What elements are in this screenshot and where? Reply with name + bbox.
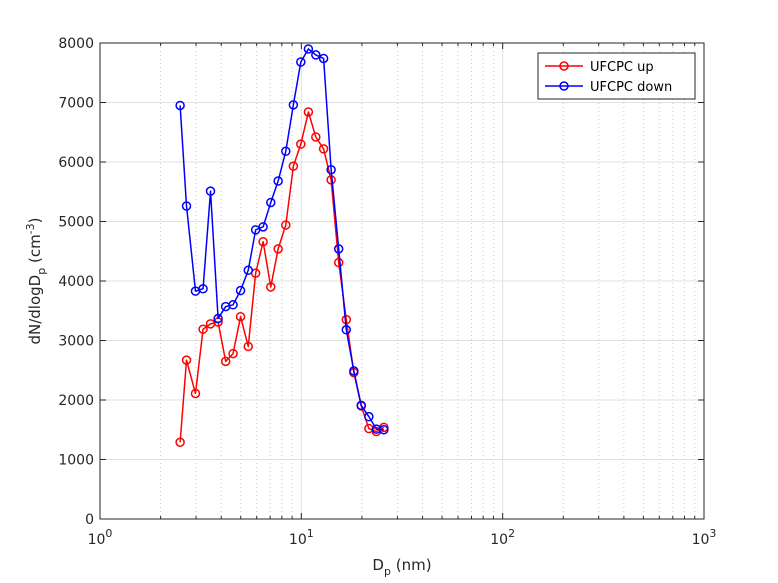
- data-point-down: [181, 201, 192, 211]
- data-point-down: [243, 265, 254, 276]
- data-point-up: [235, 311, 246, 322]
- data-point-down: [296, 57, 306, 67]
- series-layer: [175, 44, 389, 447]
- y-tick-label: 2000: [58, 393, 94, 409]
- data-point-down: [198, 283, 208, 294]
- data-point-down: [258, 222, 268, 232]
- data-point-up: [220, 356, 231, 367]
- tick-labels: 100 101 102 103 0 1000 2000 3000 4000 5000 6000 700…: [58, 36, 716, 548]
- data-point-down: [341, 325, 352, 335]
- data-point-down: [379, 425, 389, 435]
- data-point-up: [266, 282, 276, 292]
- data-point-down: [175, 100, 185, 111]
- data-point-down: [205, 186, 216, 196]
- data-point-down: [349, 366, 359, 376]
- legend-marker-down: [559, 81, 569, 91]
- y-tick-label: 0: [85, 512, 94, 528]
- legend: UFCPC up UFCPC down: [537, 52, 696, 100]
- data-point-down: [288, 100, 299, 110]
- data-point-up: [296, 139, 306, 149]
- data-point-up: [288, 161, 299, 171]
- series-down: [175, 44, 389, 435]
- y-tick-label: 6000: [58, 155, 94, 171]
- data-point-down: [213, 313, 223, 324]
- y-tick-label: 5000: [58, 215, 94, 231]
- data-point-up: [243, 341, 254, 352]
- ticks: [99, 42, 705, 520]
- x-tick-label: 103: [692, 527, 717, 548]
- data-point-down: [364, 411, 374, 422]
- data-point-up: [190, 388, 201, 399]
- data-point-up: [181, 355, 192, 365]
- data-point-up: [333, 257, 344, 268]
- x-tick-label: 102: [490, 527, 515, 548]
- y-axis-label: dN/dlogDp (cm-3): [24, 217, 48, 344]
- data-point-up: [175, 437, 185, 447]
- data-point-down: [273, 176, 283, 186]
- x-axis-label: Dp (nm): [372, 556, 431, 578]
- x-tick-label: 101: [289, 527, 314, 548]
- data-point-up: [258, 236, 268, 247]
- data-point-up: [311, 132, 321, 142]
- legend-marker-up: [559, 61, 569, 71]
- data-point-down: [311, 50, 321, 60]
- y-tick-label: 7000: [58, 96, 94, 112]
- data-point-up: [281, 220, 291, 230]
- data-point-down: [281, 146, 291, 157]
- data-point-up: [303, 107, 314, 117]
- data-point-up: [273, 244, 283, 254]
- legend-box: [537, 52, 696, 100]
- data-point-up: [198, 324, 208, 334]
- data-point-up: [318, 144, 329, 154]
- data-point-down: [266, 197, 276, 208]
- legend-label-down: UFCPC down: [590, 80, 672, 95]
- x-tick-label: 100: [88, 527, 113, 548]
- y-tick-label: 4000: [58, 274, 94, 290]
- series-line-down: [179, 48, 384, 431]
- legend-label-up: UFCPC up: [590, 60, 654, 75]
- y-tick-label: 1000: [58, 453, 94, 469]
- data-point-down: [318, 53, 329, 64]
- data-point-down: [303, 44, 314, 54]
- data-point-up: [228, 348, 238, 359]
- data-point-down: [228, 300, 238, 310]
- data-point-down: [235, 285, 246, 296]
- data-point-down: [326, 164, 336, 175]
- y-tick-label: 3000: [58, 334, 94, 350]
- data-point-down: [356, 400, 366, 411]
- y-tick-label: 8000: [58, 36, 94, 52]
- data-point-down: [333, 244, 344, 254]
